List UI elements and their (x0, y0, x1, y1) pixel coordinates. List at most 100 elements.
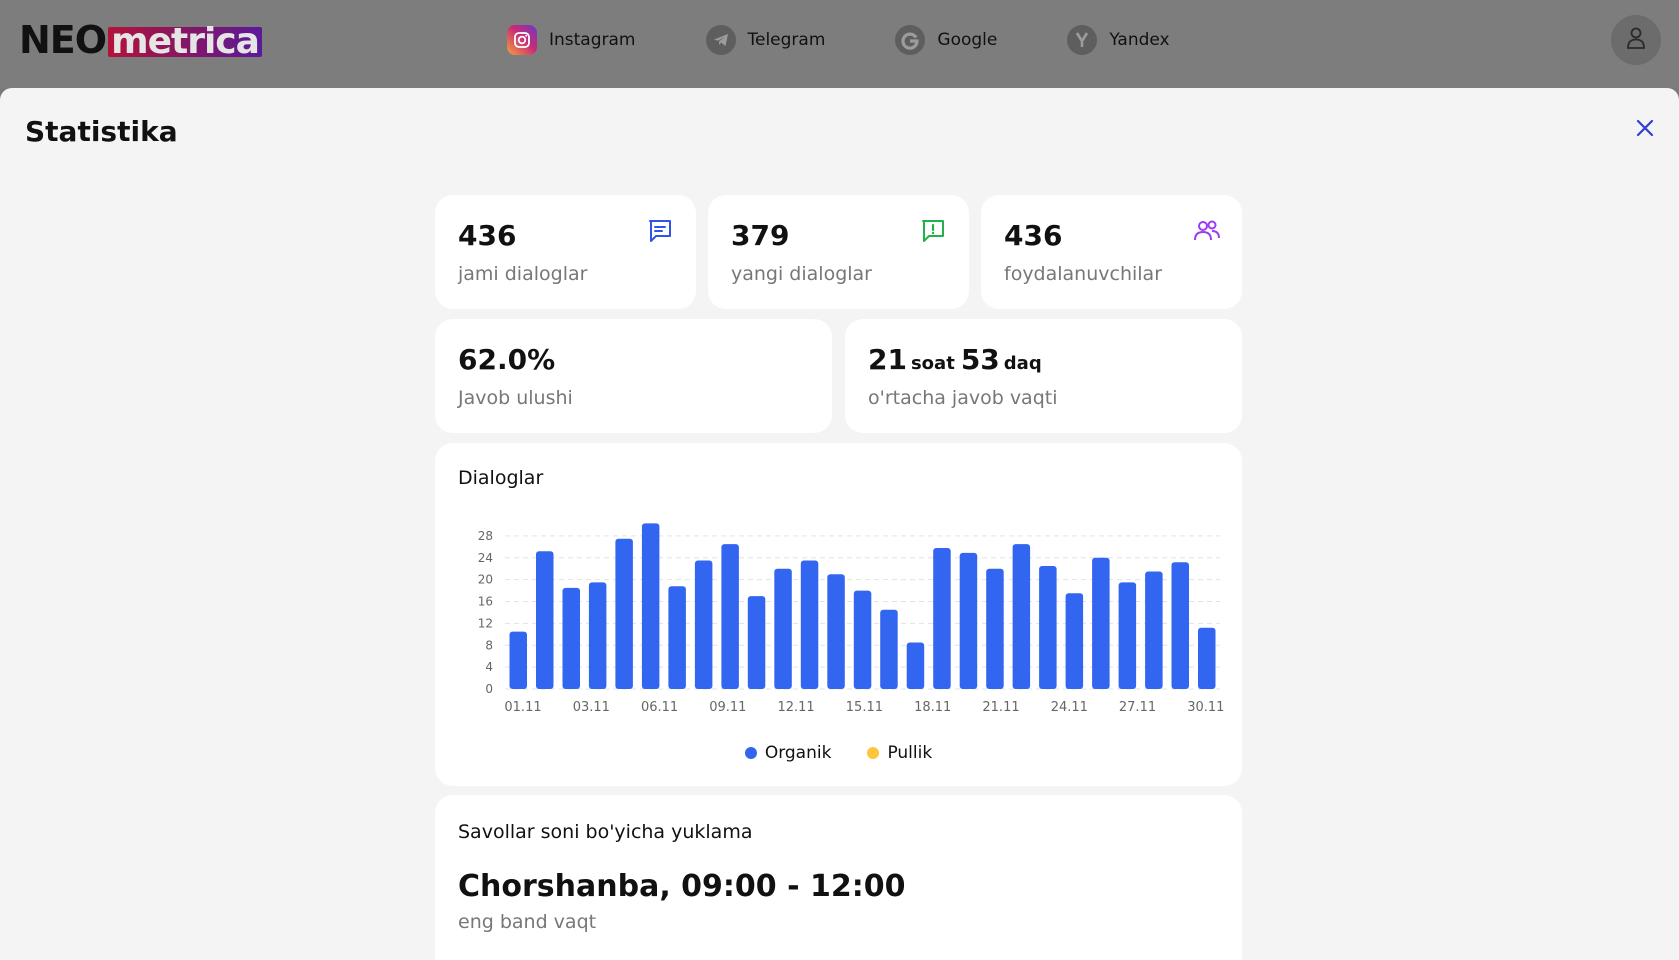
stat-card-new-dialogs: 379 yangi dialoglar (708, 195, 969, 309)
y-tick-label: 24 (478, 551, 493, 565)
x-tick-label: 30.11 (1187, 700, 1224, 715)
x-tick-label: 03.11 (573, 700, 610, 715)
users-icon (1192, 217, 1220, 245)
chart-bar[interactable] (641, 523, 660, 689)
chart-bar[interactable] (668, 586, 686, 689)
top-navbar: NEO metrica Instagram Telegram Google (0, 0, 1679, 88)
telegram-icon (705, 25, 736, 55)
legend-label: Organik (764, 743, 832, 763)
instagram-icon (507, 25, 537, 55)
busiest-time-label: eng band vaqt (458, 911, 597, 933)
x-tick-label: 09.11 (709, 700, 746, 715)
chart-title: Dialoglar (458, 467, 544, 489)
busiest-time-value: Chorshanba, 09:00 - 12:00 (458, 869, 906, 904)
nav-item-yandex[interactable]: Yandex (1067, 22, 1170, 58)
nav-label-yandex: Yandex (1109, 30, 1170, 50)
legend-item-pullik[interactable]: Pullik (867, 743, 932, 763)
stat-value: 436 (1004, 219, 1063, 252)
logo-part-neo: NEO (19, 18, 107, 62)
stat-label: o'rtacha javob vaqti (868, 387, 1058, 409)
chart-bar[interactable] (906, 642, 925, 690)
chart-bar[interactable] (588, 582, 607, 689)
modal-title: Statistika (25, 115, 178, 148)
chart-bar[interactable] (562, 587, 581, 689)
nav-item-telegram[interactable]: Telegram (705, 22, 825, 58)
stat-label: foydalanuvchilar (1004, 263, 1163, 285)
x-tick-label: 15.11 (846, 700, 883, 715)
stat-label: jami dialoglar (458, 263, 588, 285)
chart-bar[interactable] (774, 568, 792, 689)
y-tick-label: 16 (478, 595, 493, 609)
load-card: Savollar soni bo'yicha yuklama Chorshanb… (435, 795, 1242, 960)
chart-bar[interactable] (1092, 557, 1110, 689)
chart-bar[interactable] (615, 538, 633, 689)
chart-bar[interactable] (1145, 571, 1163, 690)
legend-dot (744, 747, 757, 759)
chart-bar[interactable] (853, 590, 872, 689)
chart-bar[interactable] (880, 609, 898, 689)
chart-bar[interactable] (1118, 582, 1137, 689)
stat-card-answer-share: 62.0% Javob ulushi (435, 319, 832, 433)
chart-bar[interactable] (509, 631, 528, 689)
avg-hours: 21 (868, 343, 907, 376)
x-tick-label: 21.11 (982, 700, 1019, 715)
chart-bar[interactable] (986, 568, 1004, 689)
chart-bar[interactable] (1198, 627, 1216, 689)
yandex-icon (1067, 25, 1098, 55)
chart-bar[interactable] (1012, 544, 1031, 689)
avg-minutes: 53 (960, 343, 1000, 376)
chat-lines-icon (646, 217, 674, 245)
stat-value: 436 (458, 219, 517, 252)
close-button[interactable] (1633, 116, 1657, 140)
y-tick-label: 8 (485, 638, 493, 652)
legend-dot (867, 747, 880, 759)
platform-nav: Instagram Telegram Google Yandex (507, 22, 1240, 58)
chart-bar[interactable] (800, 560, 819, 690)
x-tick-label: 24.11 (1051, 700, 1088, 715)
chart-bar[interactable] (933, 548, 951, 689)
dialogs-bar-chart: 0 4 8 12 16 20 24 28 01.11 03.11 06.11 09.11 12.11 15… (478, 523, 1224, 715)
chart-bar[interactable] (694, 560, 713, 690)
legend-label: Pullik (887, 743, 933, 763)
y-tick-label: 4 (485, 660, 493, 674)
stat-card-avg-response-time: 21 soat 53 daq o'rtacha javob vaqti (845, 319, 1242, 433)
stat-value: 62.0% (458, 343, 556, 376)
nav-label-instagram: Instagram (549, 30, 636, 50)
close-icon (1633, 119, 1657, 144)
x-tick-label: 18.11 (914, 700, 951, 715)
user-avatar-button[interactable] (1611, 15, 1661, 65)
nav-item-instagram[interactable]: Instagram (507, 22, 636, 58)
stat-value: 21 soat 53 daq (868, 343, 1048, 376)
stat-label: yangi dialoglar (731, 263, 872, 285)
y-tick-label: 20 (478, 573, 493, 587)
x-tick-label: 12.11 (777, 700, 814, 715)
load-title: Savollar soni bo'yicha yuklama (458, 821, 753, 843)
chart-bar[interactable] (747, 596, 766, 689)
legend-item-organik[interactable]: Organik (744, 743, 832, 763)
stat-label: Javob ulushi (458, 387, 573, 409)
chart-bar[interactable] (721, 544, 739, 689)
logo-part-metrica: metrica (108, 24, 262, 60)
stat-card-users: 436 foydalanuvchilar (981, 195, 1242, 309)
stat-card-total-dialogs: 436 jami dialoglar (435, 195, 696, 309)
statistics-modal: Statistika 436 jami dialoglar 379 yangi … (0, 88, 1679, 960)
user-icon (1625, 26, 1647, 54)
chat-alert-icon (919, 217, 947, 245)
chart-legend: Organik Pullik (435, 743, 1242, 763)
x-tick-label: 27.11 (1119, 700, 1156, 715)
hours-unit: soat (910, 353, 955, 374)
logo[interactable]: NEO metrica (19, 18, 262, 62)
chart-bar[interactable] (536, 551, 554, 689)
nav-item-google[interactable]: Google (895, 22, 997, 58)
y-tick-label: 28 (478, 529, 493, 543)
x-tick-label: 06.11 (641, 700, 678, 715)
chart-bar[interactable] (1171, 562, 1190, 689)
y-tick-label: 0 (485, 682, 493, 696)
nav-label-google: Google (937, 30, 998, 50)
x-tick-label: 01.11 (504, 700, 541, 715)
chart-bar[interactable] (1039, 566, 1057, 689)
chart-bar[interactable] (827, 574, 845, 689)
stat-value: 379 (731, 219, 790, 252)
chart-bar[interactable] (1065, 593, 1084, 689)
chart-bar[interactable] (959, 552, 978, 689)
